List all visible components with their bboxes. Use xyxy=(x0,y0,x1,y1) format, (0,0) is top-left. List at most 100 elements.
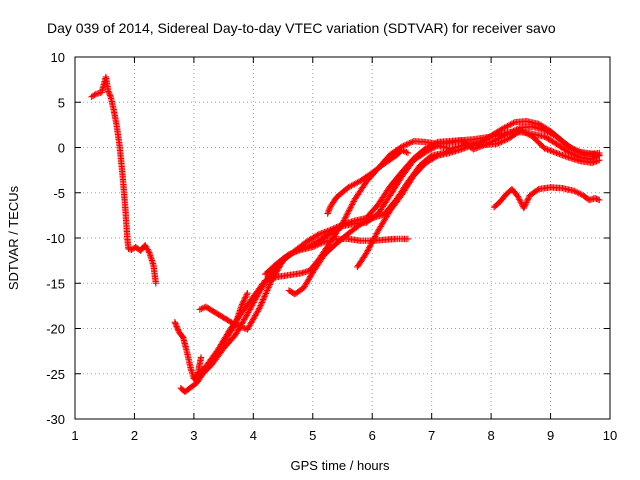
data-point xyxy=(256,303,264,311)
y-tick-label: -30 xyxy=(46,412,65,427)
data-point xyxy=(325,207,333,214)
data-point xyxy=(464,143,471,151)
data-point xyxy=(196,306,204,313)
y-tick-label: -25 xyxy=(46,367,65,382)
data-point xyxy=(199,304,207,312)
data-point xyxy=(556,150,563,158)
data-point xyxy=(325,227,333,234)
data-point xyxy=(554,150,562,157)
data-point xyxy=(106,90,113,98)
data-point xyxy=(498,138,505,146)
data-point xyxy=(596,149,603,157)
y-tick-label: 5 xyxy=(58,95,65,110)
data-point xyxy=(174,324,181,332)
data-point xyxy=(591,194,599,202)
y-tick-label: -5 xyxy=(53,186,65,201)
data-point xyxy=(238,302,245,310)
data-point xyxy=(400,147,407,155)
data-point xyxy=(515,194,522,202)
data-point xyxy=(312,242,319,249)
data-point xyxy=(571,147,578,154)
data-point xyxy=(343,211,351,218)
data-point xyxy=(243,291,250,298)
data-marks xyxy=(88,73,603,396)
data-point xyxy=(242,292,250,300)
data-point xyxy=(319,229,327,236)
data-point xyxy=(363,248,371,256)
series-arc-11 xyxy=(490,184,603,212)
data-point xyxy=(264,287,271,294)
data-point xyxy=(197,354,205,361)
data-point xyxy=(239,299,246,307)
data-point xyxy=(373,230,380,237)
data-point xyxy=(309,243,316,251)
series-arc-10 xyxy=(354,127,603,271)
data-point xyxy=(468,142,475,149)
data-point xyxy=(501,137,508,144)
data-point xyxy=(241,295,248,303)
data-point xyxy=(516,197,524,204)
data-point xyxy=(369,238,376,246)
data-point xyxy=(105,89,113,96)
data-point xyxy=(322,228,330,235)
data-point xyxy=(328,225,336,233)
data-point xyxy=(577,190,584,198)
data-point xyxy=(266,281,274,288)
data-point xyxy=(545,146,553,154)
x-tick-label: 6 xyxy=(369,428,376,443)
x-tick-label: 9 xyxy=(547,428,554,443)
data-point xyxy=(337,221,345,229)
series-arc-1 xyxy=(88,73,160,287)
data-point xyxy=(565,148,572,156)
data-point xyxy=(287,250,294,257)
data-point xyxy=(542,145,550,153)
data-point xyxy=(459,145,467,152)
data-point xyxy=(363,250,370,257)
data-point xyxy=(258,299,266,306)
data-point xyxy=(372,231,380,239)
data-point xyxy=(242,294,249,301)
data-point xyxy=(562,153,569,160)
data-point xyxy=(553,149,560,157)
data-point xyxy=(364,247,371,254)
data-point xyxy=(505,129,513,137)
data-point xyxy=(524,196,531,203)
data-point xyxy=(522,200,529,208)
y-tick-label: -15 xyxy=(46,276,65,291)
data-point xyxy=(198,305,205,313)
series-arc-6 xyxy=(220,290,251,346)
data-point xyxy=(171,318,179,326)
data-point xyxy=(318,230,325,237)
data-point xyxy=(240,298,247,305)
data-point xyxy=(569,146,577,153)
data-point xyxy=(346,205,354,213)
data-point xyxy=(367,241,374,249)
data-point xyxy=(317,240,324,247)
data-point xyxy=(348,201,356,208)
data-point xyxy=(516,196,523,203)
data-point xyxy=(342,214,349,221)
data-point xyxy=(326,206,333,213)
data-point xyxy=(325,208,332,216)
data-point xyxy=(172,321,180,329)
data-point xyxy=(265,284,272,291)
data-point xyxy=(525,195,532,202)
data-point xyxy=(317,230,324,238)
data-point xyxy=(367,215,374,223)
data-point xyxy=(91,91,98,99)
data-point xyxy=(349,199,357,207)
data-point xyxy=(404,149,412,157)
data-point xyxy=(596,196,603,204)
data-point xyxy=(347,204,354,211)
data-point xyxy=(262,290,270,297)
data-point xyxy=(559,151,566,159)
data-point xyxy=(236,323,244,330)
data-point xyxy=(294,247,302,255)
x-tick-label: 3 xyxy=(190,428,197,443)
data-point xyxy=(257,302,264,309)
x-tick-label: 1 xyxy=(71,428,78,443)
data-point xyxy=(327,226,334,234)
data-point xyxy=(517,199,525,206)
data-point xyxy=(574,148,581,155)
x-tick-label: 10 xyxy=(603,428,617,443)
